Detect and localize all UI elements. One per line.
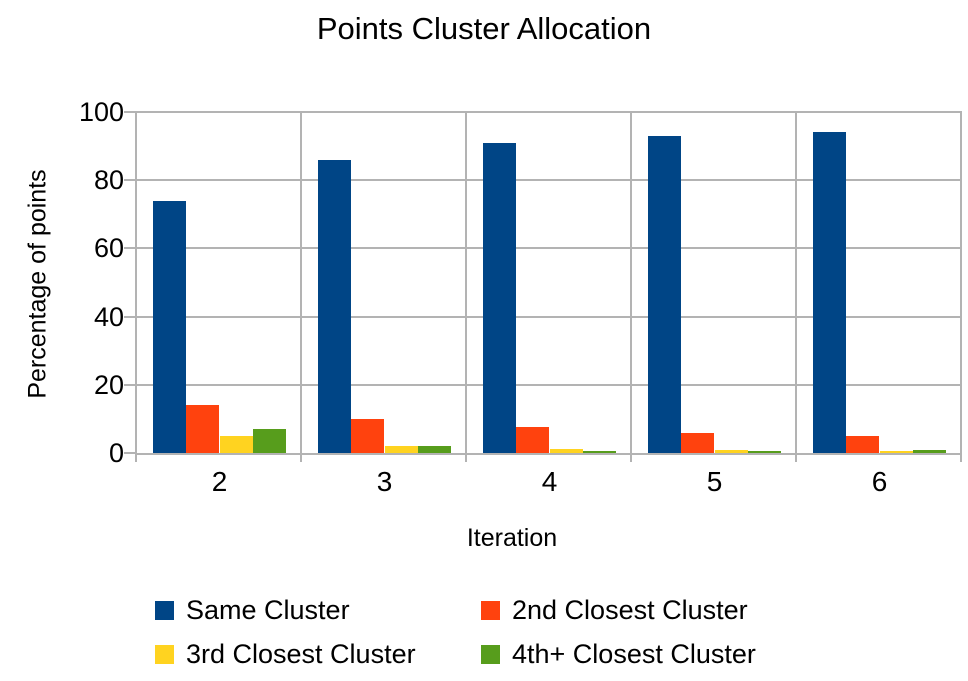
x-tick-label-5: 5 bbox=[706, 466, 723, 497]
bar-4th-closest-cluster-cat-6 bbox=[912, 449, 947, 453]
bar-3rd-closest-cluster-cat-6 bbox=[879, 451, 913, 453]
bar-same-cluster-cat-3 bbox=[317, 159, 351, 453]
bar-same-cluster-cat-5 bbox=[647, 135, 681, 453]
legend-swatch-icon bbox=[155, 645, 174, 664]
y-tick-label-60: 60 bbox=[93, 233, 124, 264]
y-tick-label-0: 0 bbox=[108, 438, 124, 468]
bar-2nd-closest-cluster-cat-6 bbox=[846, 435, 880, 453]
legend-label: Same Cluster bbox=[186, 595, 350, 625]
legend-swatch-icon bbox=[481, 645, 500, 664]
y-axis-title: Percentage of points bbox=[23, 169, 52, 399]
bar-4th-closest-cluster-cat-5 bbox=[747, 450, 782, 453]
bar-3rd-closest-cluster-cat-3 bbox=[384, 446, 418, 453]
gridline-y-100 bbox=[137, 111, 962, 113]
y-tick-mark-60 bbox=[124, 247, 137, 250]
legend-label: 3rd Closest Cluster bbox=[186, 639, 416, 669]
x-tick-mark-2 bbox=[465, 453, 467, 462]
y-tick-mark-0 bbox=[124, 452, 137, 454]
y-tick-mark-20 bbox=[124, 383, 137, 386]
legend-swatch-icon bbox=[481, 601, 500, 620]
gridline-y-20 bbox=[137, 383, 962, 386]
legend-item-3rd-closest-cluster: 3rd Closest Cluster bbox=[155, 639, 481, 670]
bar-2nd-closest-cluster-cat-4 bbox=[516, 427, 550, 453]
x-tick-label-3: 3 bbox=[376, 466, 393, 497]
bar-3rd-closest-cluster-cat-4 bbox=[549, 448, 583, 453]
legend: Same Cluster 2nd Closest Cluster 3rd Close… bbox=[155, 595, 756, 670]
chart-title: Points Cluster Allocation bbox=[316, 11, 652, 46]
bar-same-cluster-cat-4 bbox=[482, 142, 516, 453]
x-axis-title: Iteration bbox=[466, 524, 558, 552]
gridline-x-4 bbox=[795, 112, 797, 453]
bar-same-cluster-cat-6 bbox=[812, 132, 846, 453]
x-tick-label-6: 6 bbox=[871, 466, 888, 497]
bar-3rd-closest-cluster-cat-5 bbox=[714, 450, 748, 453]
x-tick-mark-5 bbox=[960, 453, 962, 462]
bar-2nd-closest-cluster-cat-2 bbox=[186, 405, 220, 453]
y-tick-label-40: 40 bbox=[93, 301, 124, 332]
plot-area bbox=[135, 111, 962, 455]
gridline-y-40 bbox=[137, 315, 962, 318]
bar-2nd-closest-cluster-cat-5 bbox=[681, 432, 715, 453]
bar-4th-closest-cluster-cat-3 bbox=[417, 446, 452, 453]
y-tick-label-20: 20 bbox=[93, 369, 124, 400]
x-tick-mark-1 bbox=[300, 453, 302, 462]
legend-item-2nd-closest-cluster: 2nd Closest Cluster bbox=[481, 595, 756, 626]
gridline-x-3 bbox=[630, 112, 632, 453]
x-tick-mark-4 bbox=[795, 453, 797, 462]
legend-label: 2nd Closest Cluster bbox=[512, 595, 748, 625]
legend-item-4th-closest-cluster: 4th+ Closest Cluster bbox=[481, 639, 756, 670]
x-tick-label-2: 2 bbox=[211, 466, 228, 497]
y-tick-label-100: 100 bbox=[78, 97, 124, 127]
y-axis-line bbox=[135, 112, 137, 453]
gridline-y-80 bbox=[137, 179, 962, 182]
gridline-x-2 bbox=[465, 112, 467, 453]
bar-2nd-closest-cluster-cat-3 bbox=[351, 418, 385, 453]
legend-swatch-icon bbox=[155, 601, 174, 620]
y-tick-mark-100 bbox=[124, 111, 137, 113]
x-tick-mark-0 bbox=[135, 453, 137, 462]
y-tick-label-80: 80 bbox=[93, 165, 124, 196]
bar-4th-closest-cluster-cat-2 bbox=[252, 429, 287, 453]
legend-label: 4th+ Closest Cluster bbox=[512, 639, 756, 669]
bar-4th-closest-cluster-cat-4 bbox=[582, 450, 617, 453]
legend-item-same-cluster: Same Cluster bbox=[155, 595, 481, 626]
x-axis-line bbox=[135, 453, 962, 455]
x-tick-mark-3 bbox=[630, 453, 632, 462]
y-tick-mark-40 bbox=[124, 315, 137, 318]
gridline-y-60 bbox=[137, 247, 962, 250]
y-tick-mark-80 bbox=[124, 179, 137, 182]
x-tick-label-4: 4 bbox=[541, 466, 558, 497]
bar-3rd-closest-cluster-cat-2 bbox=[219, 435, 253, 453]
gridline-x-5 bbox=[960, 112, 962, 453]
gridline-x-1 bbox=[300, 112, 302, 453]
bar-same-cluster-cat-2 bbox=[152, 200, 186, 453]
